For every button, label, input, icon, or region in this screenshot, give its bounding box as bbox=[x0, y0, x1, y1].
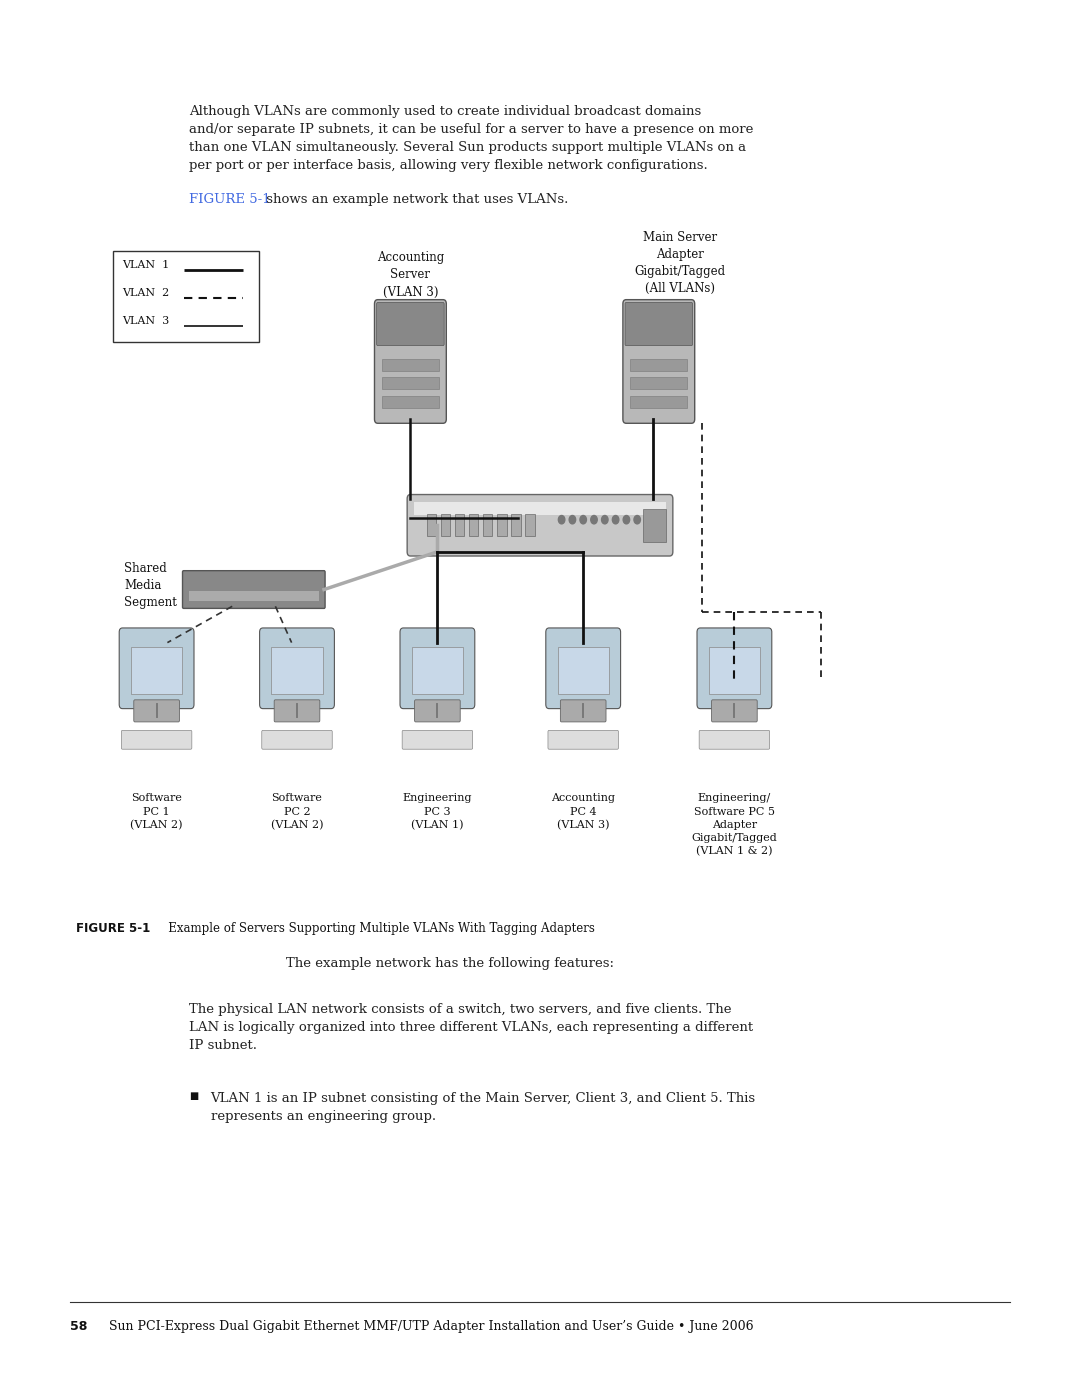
Circle shape bbox=[634, 515, 640, 524]
Bar bbox=[189, 591, 319, 601]
Text: VLAN 1 is an IP subnet consisting of the Main Server, Client 3, and Client 5. Th: VLAN 1 is an IP subnet consisting of the… bbox=[211, 1092, 756, 1123]
FancyBboxPatch shape bbox=[545, 629, 621, 708]
FancyBboxPatch shape bbox=[377, 303, 444, 345]
FancyBboxPatch shape bbox=[623, 300, 694, 423]
Circle shape bbox=[580, 515, 586, 524]
Bar bbox=[525, 514, 535, 536]
FancyBboxPatch shape bbox=[261, 731, 333, 749]
Text: Accounting
Server
(VLAN 3): Accounting Server (VLAN 3) bbox=[377, 251, 444, 299]
Bar bbox=[631, 395, 687, 408]
Bar bbox=[631, 377, 687, 390]
Circle shape bbox=[602, 515, 608, 524]
Bar bbox=[441, 514, 450, 536]
Text: ■: ■ bbox=[189, 1092, 199, 1101]
Text: The example network has the following features:: The example network has the following fe… bbox=[286, 957, 615, 970]
Bar bbox=[382, 395, 438, 408]
Bar bbox=[382, 359, 438, 372]
Bar bbox=[414, 502, 666, 515]
Text: shows an example network that uses VLANs.: shows an example network that uses VLANs… bbox=[262, 193, 569, 205]
Text: FIGURE 5-1: FIGURE 5-1 bbox=[76, 922, 150, 935]
Bar bbox=[271, 647, 323, 693]
Bar bbox=[557, 647, 609, 693]
FancyBboxPatch shape bbox=[375, 300, 446, 423]
FancyBboxPatch shape bbox=[415, 700, 460, 722]
FancyBboxPatch shape bbox=[561, 700, 606, 722]
FancyBboxPatch shape bbox=[407, 495, 673, 556]
FancyBboxPatch shape bbox=[183, 570, 325, 609]
Bar bbox=[708, 647, 760, 693]
FancyBboxPatch shape bbox=[119, 629, 194, 708]
Text: Software
PC 2
(VLAN 2): Software PC 2 (VLAN 2) bbox=[271, 793, 323, 830]
Text: Engineering/
Software PC 5
Adapter
Gigabit/Tagged
(VLAN 1 & 2): Engineering/ Software PC 5 Adapter Gigab… bbox=[691, 793, 778, 856]
FancyBboxPatch shape bbox=[697, 629, 772, 708]
Text: VLAN  1: VLAN 1 bbox=[122, 260, 170, 271]
Bar bbox=[455, 514, 464, 536]
FancyBboxPatch shape bbox=[625, 303, 692, 345]
Text: The physical LAN network consists of a switch, two servers, and five clients. Th: The physical LAN network consists of a s… bbox=[189, 1003, 753, 1052]
Text: Software
PC 1
(VLAN 2): Software PC 1 (VLAN 2) bbox=[131, 793, 183, 830]
Bar bbox=[131, 647, 183, 693]
Text: Shared
Media
Segment: Shared Media Segment bbox=[124, 562, 177, 609]
Text: Engineering
PC 3
(VLAN 1): Engineering PC 3 (VLAN 1) bbox=[403, 793, 472, 830]
Circle shape bbox=[591, 515, 597, 524]
FancyBboxPatch shape bbox=[402, 731, 473, 749]
Text: FIGURE 5-1: FIGURE 5-1 bbox=[189, 193, 271, 205]
Text: Main Server
Adapter
Gigabit/Tagged
(All VLANs): Main Server Adapter Gigabit/Tagged (All … bbox=[635, 231, 726, 295]
Bar bbox=[427, 514, 436, 536]
FancyBboxPatch shape bbox=[712, 700, 757, 722]
Bar bbox=[631, 359, 687, 372]
Bar bbox=[511, 514, 521, 536]
Bar bbox=[382, 377, 438, 390]
Bar bbox=[643, 509, 666, 542]
FancyBboxPatch shape bbox=[134, 700, 179, 722]
Circle shape bbox=[569, 515, 576, 524]
FancyBboxPatch shape bbox=[121, 731, 192, 749]
Bar bbox=[497, 514, 507, 536]
FancyBboxPatch shape bbox=[259, 629, 335, 708]
Bar bbox=[469, 514, 478, 536]
Text: VLAN  2: VLAN 2 bbox=[122, 288, 170, 299]
Text: Example of Servers Supporting Multiple VLANs With Tagging Adapters: Example of Servers Supporting Multiple V… bbox=[157, 922, 594, 935]
Circle shape bbox=[558, 515, 565, 524]
Bar bbox=[411, 647, 463, 693]
Circle shape bbox=[612, 515, 619, 524]
FancyBboxPatch shape bbox=[400, 629, 475, 708]
FancyBboxPatch shape bbox=[699, 731, 770, 749]
Bar bbox=[483, 514, 492, 536]
FancyBboxPatch shape bbox=[113, 251, 259, 342]
Circle shape bbox=[623, 515, 630, 524]
FancyBboxPatch shape bbox=[274, 700, 320, 722]
Text: Sun PCI-Express Dual Gigabit Ethernet MMF/UTP Adapter Installation and User’s Gu: Sun PCI-Express Dual Gigabit Ethernet MM… bbox=[97, 1320, 754, 1333]
Text: VLAN  3: VLAN 3 bbox=[122, 316, 170, 327]
FancyBboxPatch shape bbox=[548, 731, 619, 749]
Text: Although VLANs are commonly used to create individual broadcast domains
and/or s: Although VLANs are commonly used to crea… bbox=[189, 105, 754, 172]
Text: 58: 58 bbox=[70, 1320, 87, 1333]
Text: Accounting
PC 4
(VLAN 3): Accounting PC 4 (VLAN 3) bbox=[551, 793, 616, 830]
